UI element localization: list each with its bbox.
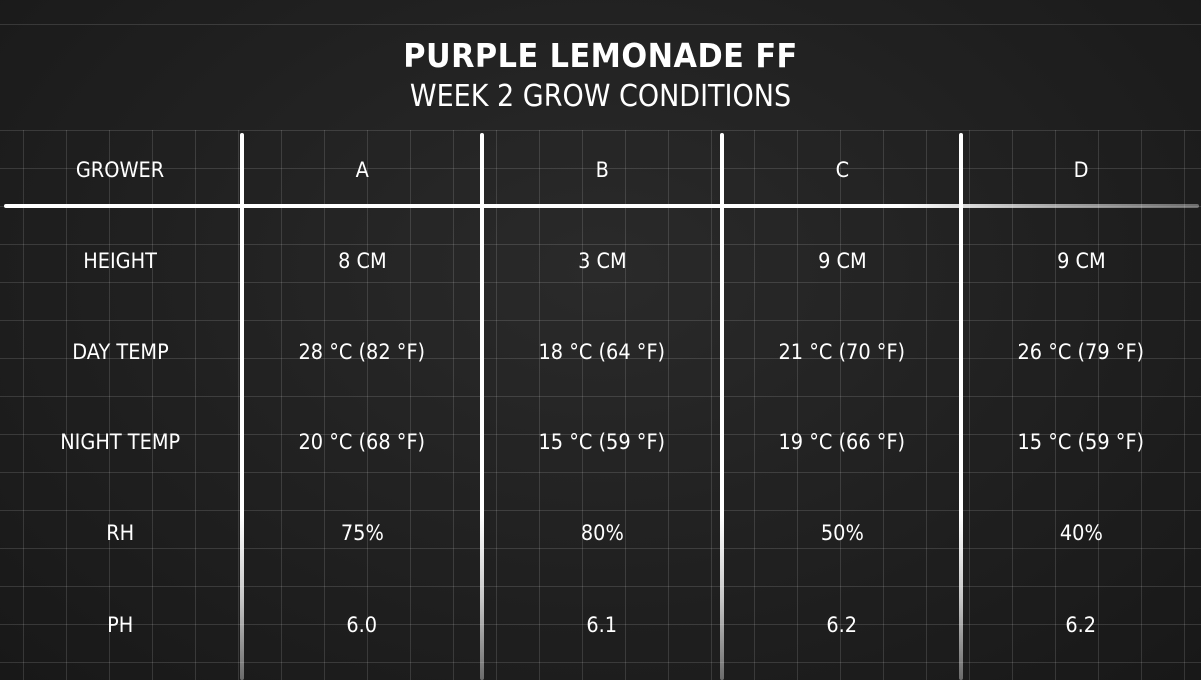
table-cell: 19 °C (66 °F) [778, 430, 906, 454]
column-header-b: B [595, 158, 609, 182]
row-label-night-temp: NIGHT TEMP [60, 430, 180, 454]
table-cell: 6.0 [346, 613, 378, 637]
table-cell: 6.2 [1065, 613, 1097, 637]
table-cell: 80% [580, 521, 624, 545]
table-cell: 18 °C (64 °F) [538, 340, 666, 364]
column-header-d: D [1073, 158, 1089, 182]
grid-background [0, 130, 1201, 680]
column-divider [959, 133, 963, 680]
header-divider [4, 204, 1199, 208]
row-label-day-temp: DAY TEMP [71, 340, 169, 364]
column-divider [480, 133, 484, 680]
table-cell: 6.2 [826, 613, 858, 637]
table-cell: 50% [820, 521, 864, 545]
grid-top-rule [0, 24, 1201, 25]
table-cell: 15 °C (59 °F) [1017, 430, 1145, 454]
table-cell: 3 CM [577, 249, 627, 273]
page-subtitle: WEEK 2 GROW CONDITIONS [409, 79, 792, 114]
column-divider [240, 133, 244, 680]
table-cell: 9 CM [1056, 249, 1106, 273]
table-cell: 28 °C (82 °F) [298, 340, 426, 364]
row-label-ph: PH [106, 613, 134, 637]
table-cell: 75% [340, 521, 384, 545]
table-cell: 40% [1059, 521, 1103, 545]
column-divider [720, 133, 724, 680]
page-title: PURPLE LEMONADE FF [403, 36, 798, 75]
column-header-a: A [355, 158, 369, 182]
row-label-rh: RH [106, 521, 134, 545]
table-cell: 15 °C (59 °F) [538, 430, 666, 454]
table-cell: 8 CM [337, 249, 387, 273]
table-cell: 21 °C (70 °F) [778, 340, 906, 364]
table-cell: 26 °C (79 °F) [1017, 340, 1145, 364]
table-cell: 20 °C (68 °F) [298, 430, 426, 454]
table-cell: 9 CM [817, 249, 867, 273]
row-label-height: HEIGHT [83, 249, 157, 273]
column-header-c: C [835, 158, 849, 182]
table-cell: 6.1 [586, 613, 618, 637]
column-header-grower: GROWER [75, 158, 165, 182]
title-block: PURPLE LEMONADE FF WEEK 2 GROW CONDITION… [0, 36, 1201, 116]
